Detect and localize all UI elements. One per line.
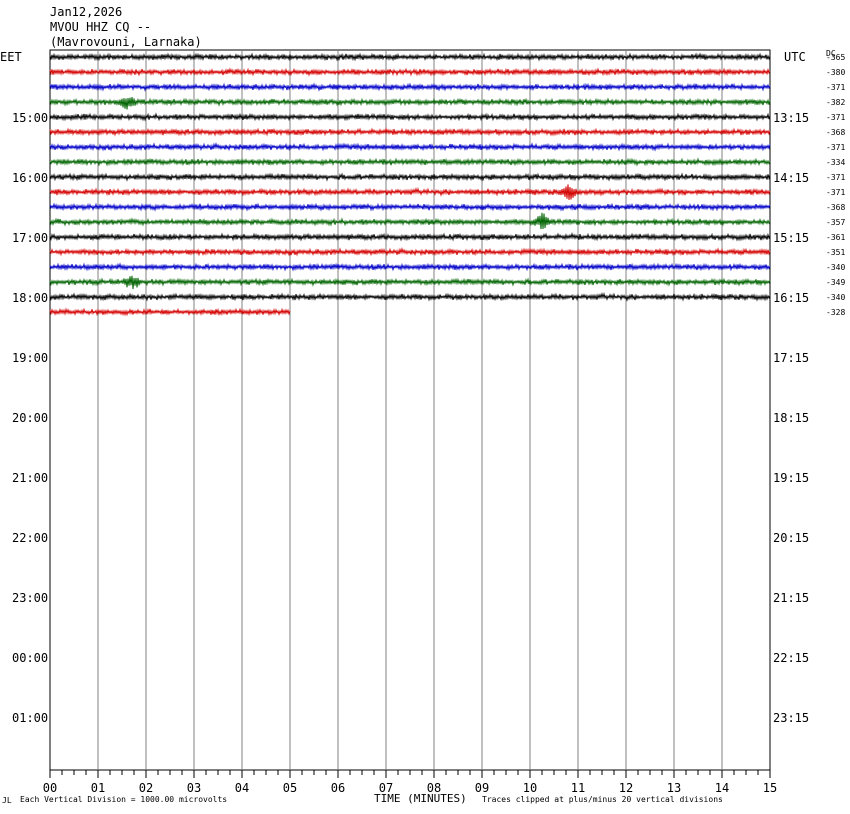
left-hour-label: 21:00 xyxy=(12,471,48,485)
x-tick-label: 08 xyxy=(427,781,441,795)
left-hour-label: 22:00 xyxy=(12,531,48,545)
right-hour-label: 15:15 xyxy=(773,231,809,245)
vertical-division-note: Each Vertical Division = 1000.00 microvo… xyxy=(20,795,227,804)
date-label: Jan12,2026 xyxy=(50,5,122,19)
dc-offset-labels: -365 -380 -371 -382 -371 -368 -371 -334 -371 -371… xyxy=(826,53,845,317)
trace-row-5 xyxy=(49,127,771,137)
location-label: (Mavrovouni, Larnaka) xyxy=(50,35,202,49)
left-hour-label: 23:00 xyxy=(12,591,48,605)
x-tick-label: 04 xyxy=(235,781,249,795)
x-tick-label: 05 xyxy=(283,781,297,795)
clipping-note: Traces clipped at plus/minus 20 vertical… xyxy=(482,795,723,804)
dc-label-row-8: -371 xyxy=(826,173,845,182)
trace-row-14 xyxy=(49,262,771,272)
right-hour-label: 17:15 xyxy=(773,351,809,365)
right-hour-label: 19:15 xyxy=(773,471,809,485)
right-timezone-label: UTC xyxy=(784,50,806,64)
x-tick-label: 07 xyxy=(379,781,393,795)
trace-row-15 xyxy=(49,275,771,290)
dc-label-row-2: -371 xyxy=(826,83,845,92)
right-hour-label: 18:15 xyxy=(773,411,809,425)
dc-label-row-13: -351 xyxy=(826,248,845,257)
left-timezone-label: EET xyxy=(0,50,22,64)
left-hour-label: 19:00 xyxy=(12,351,48,365)
dc-label-row-12: -361 xyxy=(826,233,845,242)
dc-label-row-14: -340 xyxy=(826,263,845,272)
trace-row-10 xyxy=(49,202,771,212)
trace-row-6 xyxy=(49,142,771,152)
x-tick-label: 11 xyxy=(571,781,585,795)
left-hour-label: 16:00 xyxy=(12,171,48,185)
left-hour-label: 20:00 xyxy=(12,411,48,425)
trace-row-17 xyxy=(49,307,291,317)
trace-row-4 xyxy=(49,112,771,122)
dc-header-label: DC xyxy=(826,49,836,58)
right-hour-label: 23:15 xyxy=(773,711,809,725)
trace-row-12 xyxy=(49,232,771,242)
x-axis-title: TIME (MINUTES) xyxy=(374,792,467,805)
trace-row-2 xyxy=(49,82,771,92)
x-tick-label: 09 xyxy=(475,781,489,795)
plot-frame xyxy=(49,49,771,771)
dc-label-row-10: -368 xyxy=(826,203,845,212)
trace-row-8 xyxy=(49,172,771,182)
minute-gridlines xyxy=(97,50,723,770)
trace-row-13 xyxy=(49,247,771,257)
x-tick-label: 02 xyxy=(139,781,153,795)
dc-label-row-3: -382 xyxy=(826,98,845,107)
left-hour-label: 01:00 xyxy=(12,711,48,725)
right-hour-label: 20:15 xyxy=(773,531,809,545)
trace-row-16 xyxy=(49,291,771,302)
left-hour-label: 15:00 xyxy=(12,111,48,125)
dc-label-row-6: -371 xyxy=(826,143,845,152)
x-tick-label: 12 xyxy=(619,781,633,795)
trace-lines xyxy=(49,52,771,317)
right-hour-label: 21:15 xyxy=(773,591,809,605)
trace-row-1 xyxy=(49,67,771,77)
x-tick-label: 14 xyxy=(715,781,729,795)
dc-label-row-5: -368 xyxy=(826,128,845,137)
x-tick-label: 06 xyxy=(331,781,345,795)
trace-row-0 xyxy=(49,52,771,62)
right-hour-label: 14:15 xyxy=(773,171,809,185)
dc-label-row-11: -357 xyxy=(826,218,845,227)
x-tick-label: 15 xyxy=(763,781,777,795)
x-tick-label: 03 xyxy=(187,781,201,795)
station-label: MVOU HHZ CQ -- xyxy=(50,20,151,34)
x-axis: 00 01 02 03 04 05 06 07 08 09 10 11 12 13 14 15 xyxy=(43,770,777,795)
right-hour-label: 13:15 xyxy=(773,111,809,125)
trace-row-9 xyxy=(49,184,771,200)
left-hour-label: 18:00 xyxy=(12,291,48,305)
left-hour-label: 00:00 xyxy=(12,651,48,665)
trace-row-3 xyxy=(49,96,771,110)
corner-mark: JL xyxy=(2,796,12,805)
dc-label-row-9: -371 xyxy=(826,188,845,197)
trace-row-11 xyxy=(49,212,771,230)
left-hour-label: 17:00 xyxy=(12,231,48,245)
dc-label-row-15: -349 xyxy=(826,278,845,287)
dc-label-row-1: -380 xyxy=(826,68,845,77)
hour-labels: 15:00 13:15 16:00 14:15 17:00 15:15 18:00 16:15… xyxy=(12,111,809,725)
dc-label-row-7: -334 xyxy=(826,158,845,167)
dc-label-row-17: -328 xyxy=(826,308,845,317)
right-hour-label: 16:15 xyxy=(773,291,809,305)
x-tick-label: 10 xyxy=(523,781,537,795)
right-hour-label: 22:15 xyxy=(773,651,809,665)
trace-row-7 xyxy=(49,157,771,167)
dc-label-row-4: -371 xyxy=(826,113,845,122)
dc-label-row-0: -365 xyxy=(826,53,845,62)
x-tick-label: 13 xyxy=(667,781,681,795)
dc-label-row-16: -340 xyxy=(826,293,845,302)
x-tick-label: 01 xyxy=(91,781,105,795)
x-tick-label: 00 xyxy=(43,781,57,795)
